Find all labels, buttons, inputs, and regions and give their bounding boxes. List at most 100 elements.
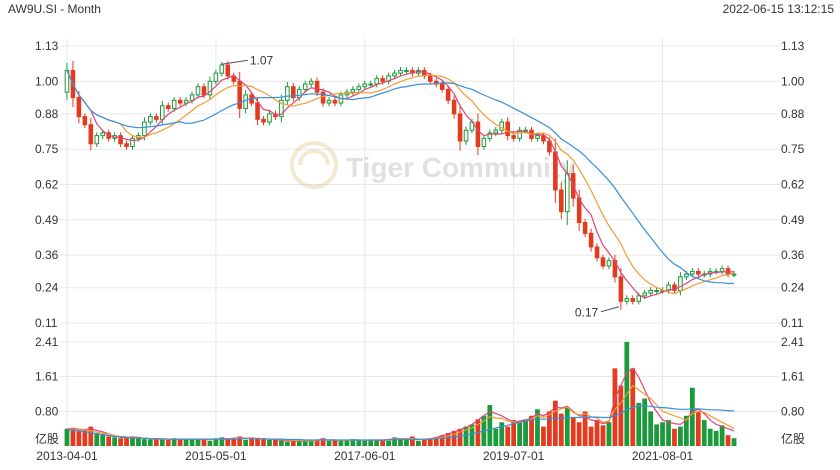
candle-body	[648, 289, 653, 294]
volume-bar	[302, 441, 308, 446]
candle-body	[279, 99, 284, 118]
candle-body	[553, 151, 558, 191]
price-tick-left: 0.75	[35, 142, 59, 156]
volume-bar	[279, 440, 284, 446]
candle-body	[535, 135, 540, 139]
candle-body	[559, 189, 564, 213]
volume-bar	[273, 439, 278, 446]
watermark-logo-icon	[290, 141, 338, 189]
candle-body	[642, 292, 647, 297]
candle-body	[148, 116, 153, 123]
volume-bar	[195, 439, 201, 446]
x-tick-label: 2019-07-01	[483, 449, 545, 463]
volume-bar	[255, 438, 260, 446]
volume-bar	[701, 420, 707, 446]
timestamp: 2022-06-15 13:12:15	[722, 2, 834, 16]
volume-bar	[171, 438, 177, 446]
candle-body	[463, 129, 469, 142]
watermark-text: Tiger Community	[346, 152, 576, 183]
price-tick-right: 0.24	[781, 281, 805, 295]
candle-body	[177, 99, 183, 104]
volume-bar	[672, 428, 677, 446]
candle-body	[719, 268, 725, 272]
volume-bar	[713, 430, 719, 446]
price-tick-right: 1.00	[781, 74, 805, 88]
volume-bar	[147, 439, 153, 446]
annotation-label: 1.07	[250, 53, 274, 67]
volume-bar	[112, 437, 118, 446]
volume-bar	[558, 413, 564, 446]
volume-bar	[374, 440, 380, 446]
volume-bar	[618, 385, 624, 446]
volume-bar	[165, 439, 171, 446]
candle-body	[225, 64, 231, 77]
volume-bar	[356, 439, 362, 446]
volume-bar	[64, 428, 70, 446]
price-tick-right: 0.36	[781, 248, 805, 262]
volume-bar	[213, 438, 219, 446]
volume-bar	[582, 411, 588, 446]
volume-bar	[600, 425, 606, 446]
candle-body	[451, 99, 457, 115]
volume-bar	[439, 435, 445, 446]
volume-bar	[308, 440, 314, 446]
candle-body	[88, 124, 94, 145]
volume-bar	[320, 438, 326, 446]
volume-bar	[142, 439, 147, 446]
volume-bar	[493, 428, 499, 446]
volume-bar	[237, 436, 243, 446]
volume-bar	[654, 424, 659, 446]
volume-bar	[487, 405, 493, 446]
candle-body	[398, 69, 403, 74]
volume-bar	[689, 387, 695, 446]
candle-body	[291, 86, 296, 99]
price-tick-right: 1.13	[781, 39, 805, 53]
volume-bar	[100, 433, 106, 446]
volume-bar	[332, 439, 338, 446]
price-tick-left: 0.88	[35, 107, 59, 121]
candle-body	[219, 64, 225, 74]
volume-bar	[136, 438, 141, 446]
volume-bar	[547, 411, 552, 446]
volume-bar	[88, 426, 94, 446]
volume-bar	[695, 411, 701, 446]
volume-bar	[535, 409, 540, 446]
volume-bar	[118, 438, 123, 446]
candle-body	[445, 88, 451, 101]
volume-bar	[410, 436, 415, 446]
volume-bar	[719, 425, 725, 446]
volume-bar	[201, 439, 207, 446]
volume-bar	[499, 422, 505, 446]
price-tick-left: 1.00	[35, 74, 59, 88]
volume-bar	[344, 440, 350, 446]
candle-body	[94, 135, 100, 145]
candle-body	[201, 86, 207, 96]
volume-unit-left: 亿股	[35, 431, 59, 446]
candle-body	[326, 99, 332, 104]
volume-bar	[523, 419, 528, 446]
candle-body	[332, 99, 338, 104]
volume-bar	[130, 436, 135, 446]
volume-bar	[326, 440, 332, 446]
candle-body	[285, 86, 290, 101]
price-tick-right: 0.49	[781, 213, 805, 227]
candle-body	[654, 289, 659, 292]
volume-bar	[636, 402, 642, 446]
price-tick-left: 0.36	[35, 248, 59, 262]
candle-body	[261, 118, 266, 123]
price-ma-pink-line	[66, 70, 734, 299]
volume-bar	[153, 438, 159, 446]
candle-body	[696, 270, 701, 275]
volume-bar	[207, 440, 213, 446]
volume-bar	[564, 407, 570, 446]
candle-body	[118, 135, 123, 145]
price-tick-left: 1.13	[35, 39, 59, 53]
volume-bar	[267, 439, 272, 446]
volume-bar	[588, 426, 594, 446]
volume-bar	[570, 417, 576, 446]
price-tick-right: 0.88	[781, 107, 805, 121]
candle-body	[130, 137, 135, 147]
volume-bar	[392, 437, 397, 446]
candle-body	[82, 116, 88, 126]
